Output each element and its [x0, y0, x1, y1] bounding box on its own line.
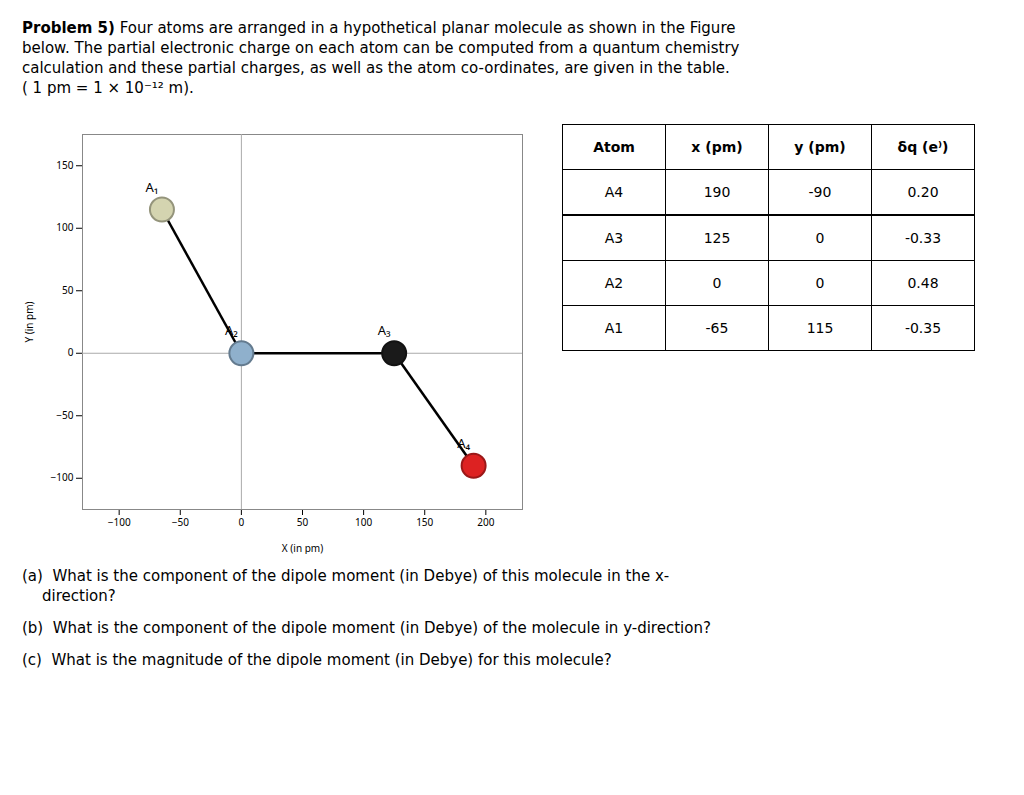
svg-text:−100: −100 [108, 515, 131, 529]
svg-text:−50: −50 [56, 408, 73, 422]
svg-text:150: 150 [416, 515, 433, 529]
svg-text:A₂: A₂ [225, 321, 238, 339]
html-text:0.20: 0.20 [907, 184, 939, 200]
html-text:-0.35: -0.35 [904, 320, 942, 336]
html-text:Atom: Atom [593, 139, 635, 155]
html-text:0: 0 [815, 230, 825, 246]
html-text:A2: A2 [604, 275, 624, 291]
html-text:-90: -90 [808, 184, 832, 200]
html-text:(c) What is the magnitude of t: (c) What is the magnitude of the dipole … [22, 651, 612, 669]
html-text:A3: A3 [604, 230, 624, 246]
html-text:δq (e⁾): δq (e⁾) [897, 139, 949, 155]
html-text:115: 115 [806, 320, 834, 336]
svg-text:0: 0 [68, 345, 74, 359]
html-text:0: 0 [712, 275, 722, 291]
html-text:-65: -65 [705, 320, 729, 336]
html-text:0.48: 0.48 [907, 275, 939, 291]
svg-text:−50: −50 [172, 515, 189, 529]
html-text:below. The partial electronic: below. The partial electronic charge on … [22, 39, 740, 57]
svg-text:0: 0 [239, 515, 245, 529]
html-text:A4: A4 [604, 184, 624, 200]
svg-text:100: 100 [56, 220, 73, 234]
html-text:calculation and these partial: calculation and these partial charges, a… [22, 59, 730, 77]
html-text:A1: A1 [604, 320, 624, 336]
html-text:( 1 pm = 1 × 10⁻¹² m).: ( 1 pm = 1 × 10⁻¹² m). [22, 79, 194, 97]
html-text:0: 0 [815, 275, 825, 291]
html-text:190: 190 [703, 184, 731, 200]
html-text:x (pm): x (pm) [691, 139, 743, 155]
html-text:125: 125 [703, 230, 731, 246]
html-text:(b) What is the component of t: (b) What is the component of the dipole … [22, 619, 711, 637]
svg-text:A₃: A₃ [378, 321, 391, 339]
svg-text:A₄: A₄ [457, 434, 470, 452]
html-text:y (pm): y (pm) [794, 139, 846, 155]
svg-text:200: 200 [477, 515, 494, 529]
svg-text:Y (in pm): Y (in pm) [22, 301, 36, 342]
svg-text:−100: −100 [51, 470, 74, 484]
svg-text:100: 100 [355, 515, 372, 529]
html-text:direction?: direction? [42, 587, 116, 605]
svg-text:50: 50 [297, 515, 309, 529]
svg-text:50: 50 [62, 283, 74, 297]
html-text:-0.33: -0.33 [904, 230, 942, 246]
svg-text:A₁: A₁ [146, 178, 159, 196]
html-text:(a) What is the component of t: (a) What is the component of the dipole … [22, 567, 670, 585]
svg-text:X (in pm): X (in pm) [282, 541, 323, 555]
html-text:Problem 5) Four atoms are arra: Problem 5) Four atoms are arranged in a … [22, 19, 736, 37]
svg-text:150: 150 [56, 158, 73, 172]
